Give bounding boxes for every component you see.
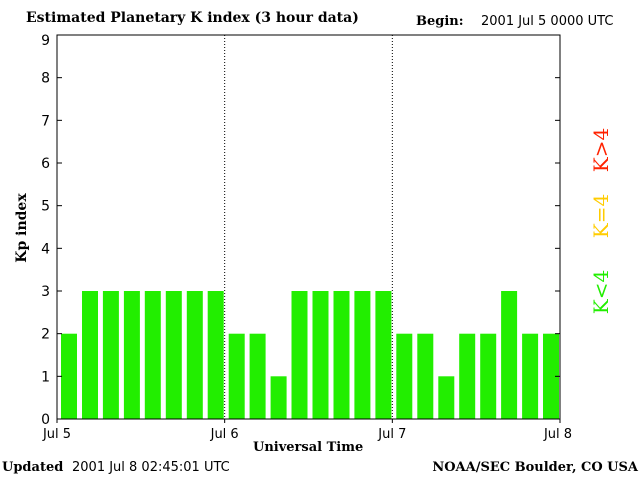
x-tick-label-3: Jul 8 — [543, 427, 572, 442]
begin-label: Begin: — [416, 14, 464, 29]
bar-4 — [144, 291, 161, 419]
bar-1 — [82, 291, 98, 419]
begin-value: 2001 Jul 5 0000 UTC — [481, 14, 614, 29]
bar-19 — [459, 333, 476, 419]
legend-k-equal-4: K=4 — [589, 193, 613, 239]
x-axis: Jul 5 Jul 6 Jul 7 Jul 8 — [42, 419, 572, 442]
legend-k-greater-4: K>4 — [589, 127, 613, 173]
bar-5 — [165, 291, 182, 419]
x-axis-label: Universal Time — [253, 440, 364, 455]
y-tick-label-2: 2 — [41, 327, 50, 343]
y-axis-label: Kp index — [14, 193, 30, 263]
bar-11 — [291, 291, 308, 419]
y-tick-label-0: 0 — [41, 412, 50, 428]
bar-18 — [438, 376, 455, 419]
y-tick-label-8: 8 — [41, 71, 50, 87]
chart-title: Estimated Planetary K index (3 hour data… — [26, 10, 359, 26]
bar-14 — [354, 291, 371, 419]
bar-22 — [522, 333, 539, 419]
bar-6 — [186, 291, 203, 419]
bar-0 — [61, 333, 77, 419]
y-tick-label-6: 6 — [41, 156, 50, 172]
bar-3 — [123, 291, 140, 419]
bar-8 — [228, 333, 245, 419]
x-tick-label-2: Jul 7 — [377, 427, 406, 442]
plot-frame — [56, 34, 561, 420]
bar-2 — [102, 291, 119, 419]
y-tick-label-4: 4 — [41, 241, 50, 257]
y-tick-label-5: 5 — [41, 199, 50, 215]
y-tick-label-1: 1 — [41, 369, 50, 385]
bar-23 — [543, 333, 559, 419]
bar-13 — [333, 291, 350, 419]
day-gridlines — [224, 35, 393, 419]
bar-10 — [270, 376, 287, 419]
x-tick-label-1: Jul 6 — [210, 427, 239, 442]
bar-9 — [249, 333, 266, 419]
y-tick-label-9: 9 — [41, 33, 50, 49]
y-tick-label-3: 3 — [41, 284, 50, 300]
y-tick-label-7: 7 — [41, 113, 50, 129]
bar-21 — [501, 291, 518, 419]
x-tick-label-0: Jul 5 — [42, 427, 71, 442]
legend-k-less-4: K<4 — [589, 269, 613, 315]
bar-15 — [375, 291, 392, 419]
credit: NOAA/SEC Boulder, CO USA — [432, 460, 638, 475]
bar-7 — [207, 291, 224, 419]
bar-16 — [396, 333, 413, 419]
bar-17 — [417, 333, 434, 419]
y-axis: 0 1 2 3 4 5 6 7 8 9 — [41, 33, 560, 428]
updated-label: Updated — [2, 460, 64, 475]
updated-value: 2001 Jul 8 02:45:01 UTC — [72, 460, 230, 475]
bar-20 — [480, 333, 497, 419]
bar-12 — [312, 291, 329, 419]
bars-group — [61, 291, 559, 419]
